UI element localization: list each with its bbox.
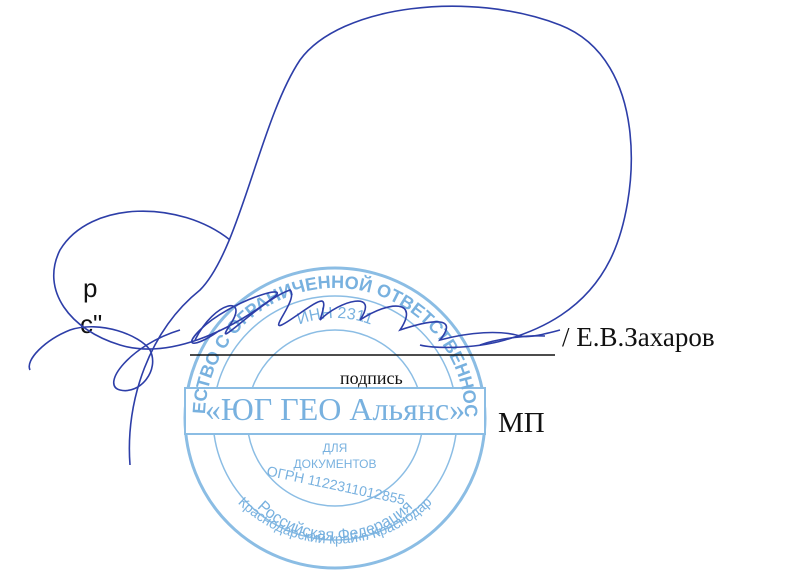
signer-name: / Е.В.Захаров [562,322,715,352]
stamp-text: ДОКУМЕНТОВ [293,457,376,471]
document: р с" ОБЩЕСТВО С ОГРАНИЧЕННОЙ ОТВЕТСТВЕНН… [0,0,807,573]
signature-caption: подпись [340,368,403,388]
stamp-center: «ЮГ ГЕО Альянс» [205,391,465,427]
left-fragment: с" [80,309,102,339]
left-fragment: р [83,273,97,303]
stamp: ОБЩЕСТВО С ОГРАНИЧЕННОЙ ОТВЕТСТВЕННОСТЬЮ… [0,0,485,568]
stamp-text: ДЛЯ [323,441,348,455]
seal-mark: МП [498,407,545,439]
signature-stroke [29,327,180,391]
page: р с" ОБЩЕСТВО С ОГРАНИЧЕННОЙ ОТВЕТСТВЕНН… [0,0,807,573]
